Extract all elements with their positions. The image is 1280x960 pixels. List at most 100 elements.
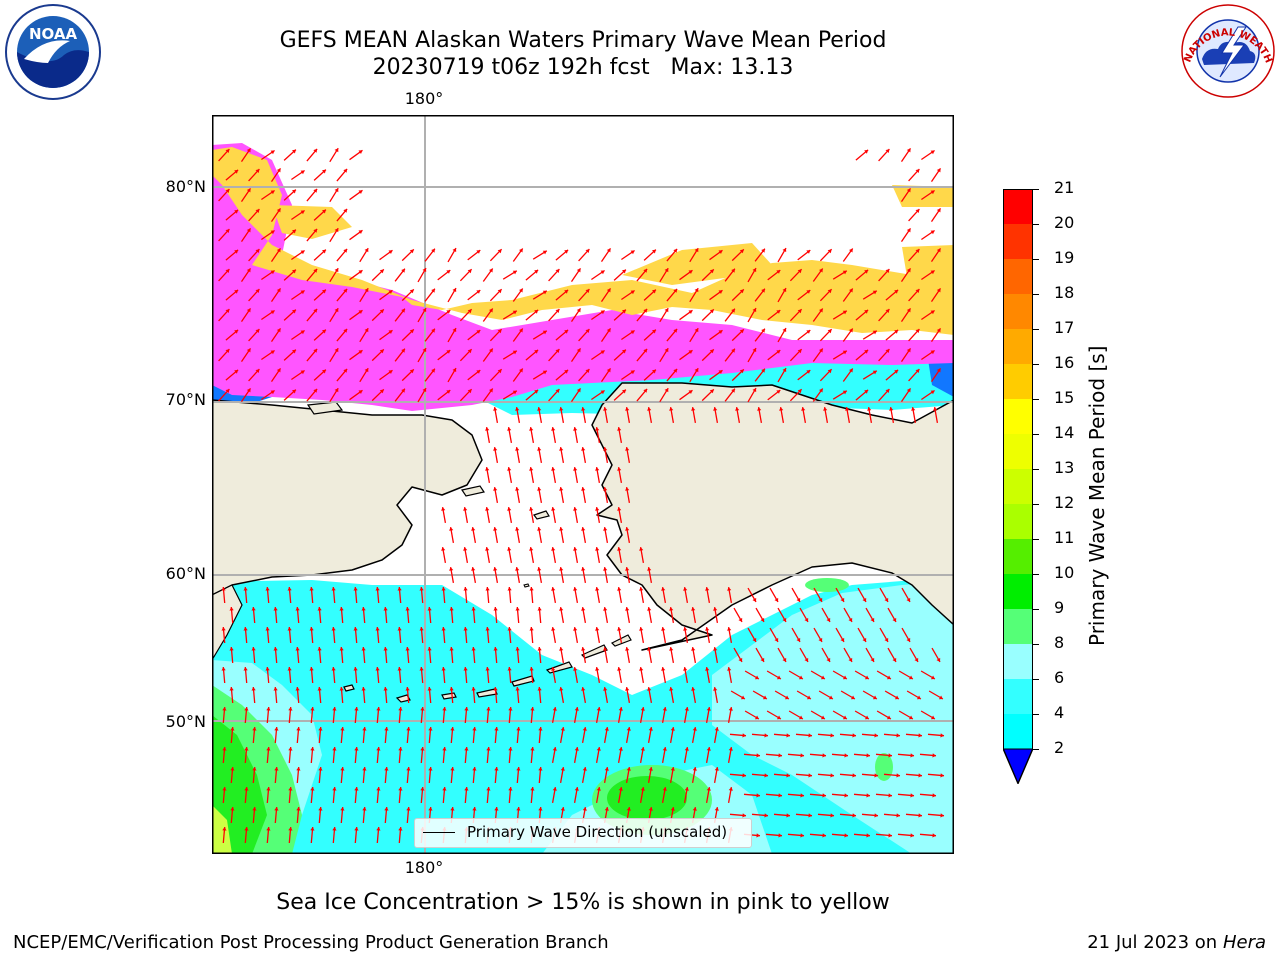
colorbar-tick-mark	[1033, 259, 1039, 260]
wave-arrow-head	[752, 268, 757, 273]
wave-arrow-head	[661, 587, 666, 591]
wave-arrow-head	[265, 587, 270, 591]
wave-arrow-head	[534, 269, 539, 274]
wave-arrow-head	[932, 833, 936, 838]
wave-arrow-head	[464, 787, 469, 791]
wave-arrow-head	[486, 787, 491, 791]
wave-arrow-head	[808, 813, 812, 818]
wave-arrow-head	[449, 687, 454, 691]
wave-arrow-head	[906, 637, 911, 642]
wave-arrow-head	[761, 288, 765, 293]
wave-arrow-head	[221, 587, 226, 591]
wave-arrow-head	[375, 667, 380, 671]
wave-arrow-head	[358, 270, 363, 274]
wave-arrow-head	[537, 407, 542, 411]
wave-arrow-head	[309, 627, 314, 631]
wave-arrow-head	[664, 348, 669, 353]
wave-arrow-head	[353, 667, 358, 671]
wave-arrow-head	[331, 667, 336, 671]
wave-arrow-head	[266, 787, 271, 791]
wave-arrow-head	[564, 249, 569, 254]
wave-arrow-head	[892, 617, 897, 622]
wave-arrow-head	[234, 329, 239, 334]
wave-arrow-head	[537, 687, 542, 691]
wave-arrow-head	[706, 787, 711, 791]
wave-arrow-head	[727, 627, 732, 631]
wave-arrow-head	[463, 667, 468, 671]
wave-arrow-head	[446, 310, 451, 314]
wave-arrow-head	[850, 695, 855, 700]
wave-arrow-head	[431, 368, 435, 373]
wave-arrow-head	[756, 753, 760, 758]
wave-arrow-head	[507, 427, 512, 431]
wave-arrow-head	[692, 767, 697, 771]
wave-arrow-head	[493, 487, 498, 491]
wave-arrow-head	[358, 310, 363, 314]
wave-arrow-head	[652, 249, 656, 254]
wave-arrow-head	[603, 567, 608, 571]
wave-arrow-head	[287, 667, 292, 671]
wave-arrow-head	[364, 368, 369, 373]
wave-arrow-head	[786, 813, 790, 818]
wave-arrow-head	[225, 309, 230, 313]
colorbar-segment	[1003, 434, 1033, 470]
wave-arrow-head	[405, 647, 410, 651]
wave-arrow-head	[622, 309, 626, 314]
wave-arrow-head	[493, 607, 498, 611]
wave-arrow-head	[507, 627, 512, 631]
wave-arrow-head	[515, 687, 520, 691]
wave-arrow-head	[872, 370, 877, 375]
wave-arrow-head	[244, 827, 249, 831]
wave-arrow-head	[497, 329, 502, 334]
wave-arrow-head	[542, 290, 547, 295]
wave-arrow-head	[485, 547, 490, 551]
wave-arrow-head	[222, 747, 227, 751]
wave-arrow-head	[494, 727, 499, 731]
wave-arrow-head	[940, 813, 944, 818]
wave-arrow-head	[530, 787, 535, 791]
wave-arrow-head	[300, 370, 305, 375]
wave-arrow-head	[276, 168, 281, 173]
wave-arrow-head	[830, 813, 834, 818]
wave-arrow-head	[752, 637, 757, 642]
wave-arrow-head	[405, 607, 410, 611]
wave-arrow-head	[819, 268, 823, 273]
wave-arrow-head	[595, 427, 600, 431]
wave-arrow-head	[936, 368, 941, 373]
wave-arrow-head	[782, 368, 787, 373]
wave-arrow-head	[467, 389, 472, 394]
wave-arrow-head	[401, 308, 405, 313]
wave-arrow-head	[270, 390, 275, 395]
wave-arrow-head	[603, 447, 608, 451]
wave-arrow-head	[376, 787, 381, 791]
wave-arrow-head	[639, 627, 644, 631]
wave-arrow-head	[270, 230, 275, 235]
wave-arrow-head	[222, 827, 227, 831]
wave-arrow-head	[246, 268, 251, 273]
wave-arrow-head	[334, 348, 339, 353]
wave-arrow-head	[431, 248, 435, 253]
wave-arrow-head	[622, 269, 626, 274]
wave-arrow-head	[595, 587, 600, 591]
wave-arrow-head	[512, 270, 517, 275]
wave-arrow-head	[334, 148, 339, 153]
wave-arrow-head	[309, 587, 314, 591]
wave-arrow-head	[508, 747, 513, 751]
wave-arrow-head	[866, 833, 870, 838]
wave-arrow-head	[756, 833, 760, 838]
wave-arrow-head	[398, 747, 403, 751]
wave-arrow-head	[409, 329, 414, 334]
wave-arrow-head	[728, 787, 733, 791]
wave-arrow-head	[255, 249, 260, 253]
wave-arrow-head	[229, 607, 234, 611]
wave-arrow-head	[292, 269, 296, 274]
wave-arrow-head	[551, 467, 556, 471]
colorbar-label: Primary Wave Mean Period [s]	[1085, 345, 1109, 647]
wave-arrow-head	[576, 348, 581, 353]
wave-arrow-head	[343, 168, 348, 173]
wave-arrow-head	[364, 248, 369, 253]
wave-arrow-head	[864, 309, 869, 314]
wave-arrow-head	[801, 407, 806, 411]
wave-arrow-head	[870, 657, 875, 662]
wave-arrow-head	[246, 188, 251, 193]
